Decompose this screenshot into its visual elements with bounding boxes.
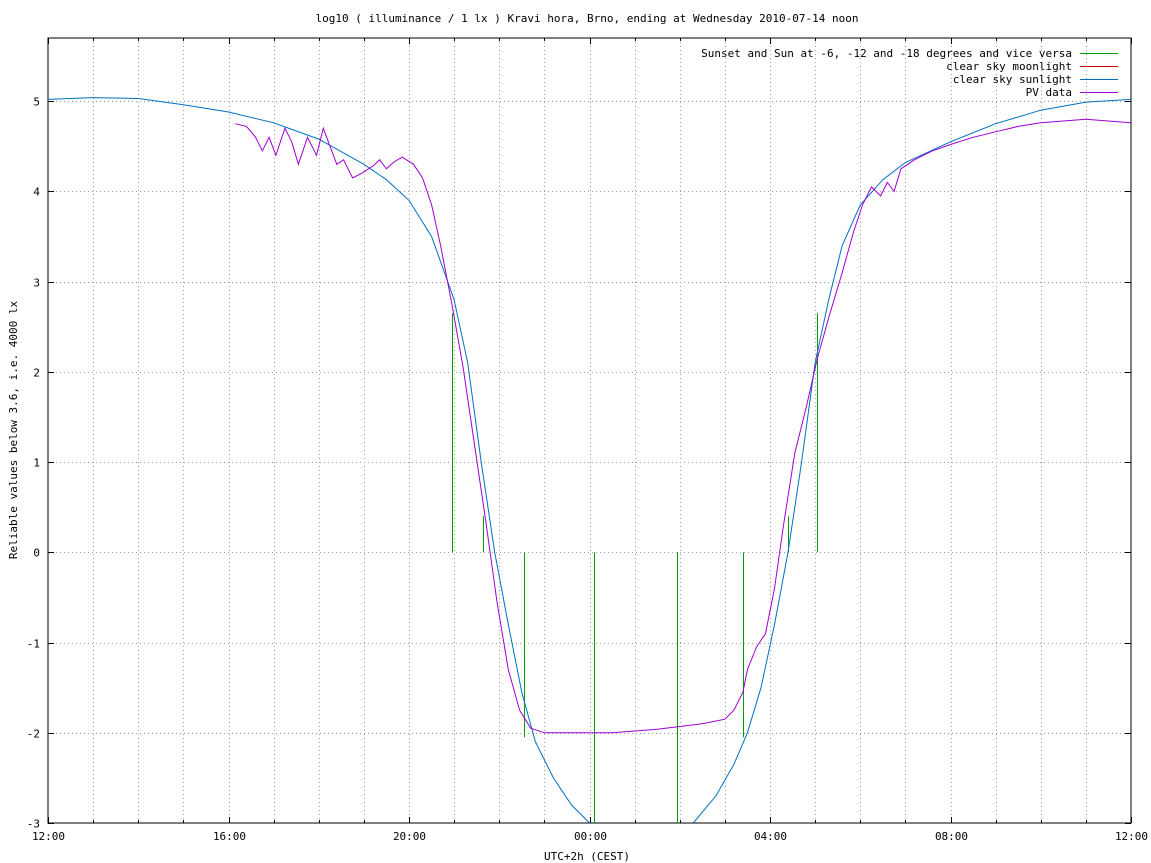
series-line-pv-data — [235, 118, 1131, 734]
x-axis-ticks: 12:00 16:00 20:00 00:00 04:00 08:00 12:00 — [32, 38, 1148, 843]
x-tick-label: 12:00 — [32, 830, 65, 843]
legend-label-sunset-and-sun-at-6-12-and-18-degrees-and-vice-versa: Sunset and Sun at -6, -12 and -18 degree… — [701, 47, 1072, 60]
y-tick-label: 2 — [33, 367, 40, 380]
x-tick-label: 00:00 — [574, 830, 607, 843]
legend-label-clear-sky-moonlight: clear sky moonlight — [946, 60, 1072, 73]
y-tick-label: 4 — [33, 186, 40, 199]
y-tick-label: 1 — [33, 457, 40, 470]
y-tick-label: 5 — [33, 96, 40, 109]
x-tick-label: 20:00 — [393, 830, 426, 843]
y-tick-label: 3 — [33, 277, 40, 290]
x-tick-label: 12:00 — [1115, 830, 1148, 843]
legend: Sunset and Sun at -6, -12 and -18 degree… — [701, 47, 1118, 99]
legend-label-pv-data: PV data — [1026, 86, 1072, 99]
x-tick-label: 08:00 — [935, 830, 968, 843]
x-tick-label: 04:00 — [754, 830, 787, 843]
x-axis-label: UTC+2h (CEST) — [544, 850, 630, 863]
y-tick-label: -1 — [27, 638, 40, 651]
y-tick-label: -3 — [27, 818, 40, 831]
grid — [48, 38, 1131, 823]
x-tick-label: 16:00 — [213, 830, 246, 843]
y-tick-label: -2 — [27, 728, 40, 741]
series-line-clear-sky-sunlight — [48, 97, 1131, 823]
legend-label-clear-sky-sunlight: clear sky sunlight — [953, 73, 1072, 86]
y-tick-label: 0 — [33, 547, 40, 560]
y-axis-label: Reliable values below 3.6, i.e. 4000 lx — [7, 300, 20, 559]
chart-title: log10 ( illuminance / 1 lx ) Kravi hora,… — [315, 12, 858, 25]
y-axis-ticks: -3 -2 -1 0 1 2 3 4 5 — [27, 96, 1131, 831]
plot-area-border — [47, 37, 1132, 824]
series — [48, 97, 1131, 823]
